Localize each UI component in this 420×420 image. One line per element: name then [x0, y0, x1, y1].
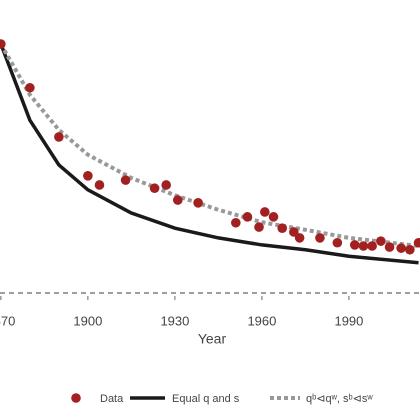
- data-point: [231, 217, 241, 228]
- data-point: [25, 82, 35, 93]
- data-point: [349, 240, 360, 250]
- data-point: [173, 195, 183, 205]
- data-point: [54, 132, 64, 142]
- x-tick-label: 1990: [334, 313, 363, 328]
- legend-label: Equal q and s: [172, 393, 240, 405]
- data-point: [396, 243, 406, 253]
- x-axis-label: Year: [198, 331, 227, 347]
- data-point: [315, 233, 325, 243]
- data-point: [254, 222, 264, 232]
- legend-marker: [71, 393, 81, 403]
- data-point: [193, 198, 203, 208]
- data-point: [376, 236, 386, 246]
- x-tick-label: 1930: [160, 313, 189, 328]
- x-tick-label: 1960: [247, 313, 276, 328]
- data-point: [120, 175, 131, 185]
- series-line: [0, 43, 419, 248]
- data-point: [358, 241, 369, 251]
- data-point: [161, 180, 172, 190]
- legend-label: qᵇ⊲qʷ, sᵇ⊲sʷ: [306, 393, 373, 405]
- data-point: [149, 183, 160, 194]
- data-point: [384, 242, 395, 252]
- data-point: [367, 241, 377, 251]
- data-point: [94, 180, 105, 190]
- data-point: [413, 237, 420, 248]
- data-point: [405, 244, 415, 255]
- data-point: [294, 233, 305, 243]
- data-point: [0, 39, 6, 49]
- data-point: [83, 171, 93, 181]
- series-line: [0, 43, 419, 265]
- data-point: [289, 227, 299, 237]
- x-tick-label: 1900: [73, 313, 102, 328]
- data-point: [260, 207, 270, 217]
- data-point: [268, 212, 279, 222]
- data-point: [332, 237, 343, 248]
- data-point: [277, 223, 288, 233]
- x-tick-label: 1870: [0, 313, 15, 328]
- data-point: [242, 212, 253, 222]
- legend-label: Data: [100, 393, 124, 405]
